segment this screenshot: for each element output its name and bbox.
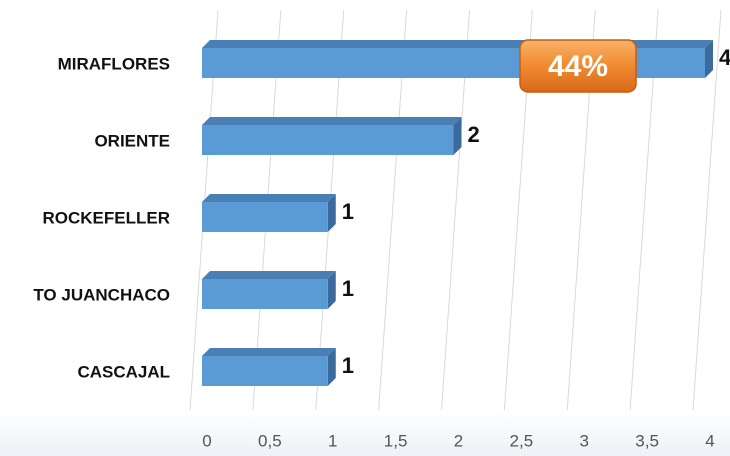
grid-line: [692, 9, 722, 411]
bar: [202, 117, 462, 155]
bar-top: [202, 194, 336, 202]
x-tick-label: 2,5: [510, 431, 534, 450]
bar-front: [202, 356, 328, 386]
annotation: 44%: [519, 39, 637, 93]
bar-front: [202, 279, 328, 309]
category-label: ORIENTE: [94, 131, 170, 150]
data-label: 1: [342, 353, 354, 378]
x-tick-label: 1,5: [384, 431, 408, 450]
bar-top: [202, 117, 462, 125]
bar: [202, 271, 336, 309]
category-label: CASCAJAL: [77, 362, 170, 381]
data-label: 4: [719, 45, 730, 70]
x-tick-label: 3,5: [635, 431, 659, 450]
bar: [202, 348, 336, 386]
bar-top: [202, 271, 336, 279]
data-label: 1: [342, 276, 354, 301]
bar-front: [202, 125, 454, 155]
category-label: MIRAFLORES: [58, 54, 170, 73]
bar-front: [202, 202, 328, 232]
bar-side: [327, 348, 336, 386]
bar-top: [202, 348, 336, 356]
bar-side: [705, 40, 713, 78]
x-tick-label: 3: [580, 431, 589, 450]
x-tick-label: 4: [705, 431, 714, 450]
annotation-text: 44%: [548, 50, 608, 83]
bar-side: [453, 117, 462, 155]
data-label: 2: [468, 122, 480, 147]
annotation-box: [519, 39, 637, 93]
bar-side: [327, 271, 336, 309]
bar-side: [327, 194, 336, 232]
x-tick-label: 2: [454, 431, 463, 450]
category-label: TO JUANCHACO: [33, 285, 170, 304]
x-tick-label: 1: [328, 431, 337, 450]
data-label: 1: [342, 199, 354, 224]
floor: [0, 410, 730, 456]
x-tick-label: 0,5: [258, 431, 282, 450]
bar: [202, 194, 336, 232]
x-tick-label: 0: [202, 431, 211, 450]
category-label: ROCKEFELLER: [43, 208, 171, 227]
